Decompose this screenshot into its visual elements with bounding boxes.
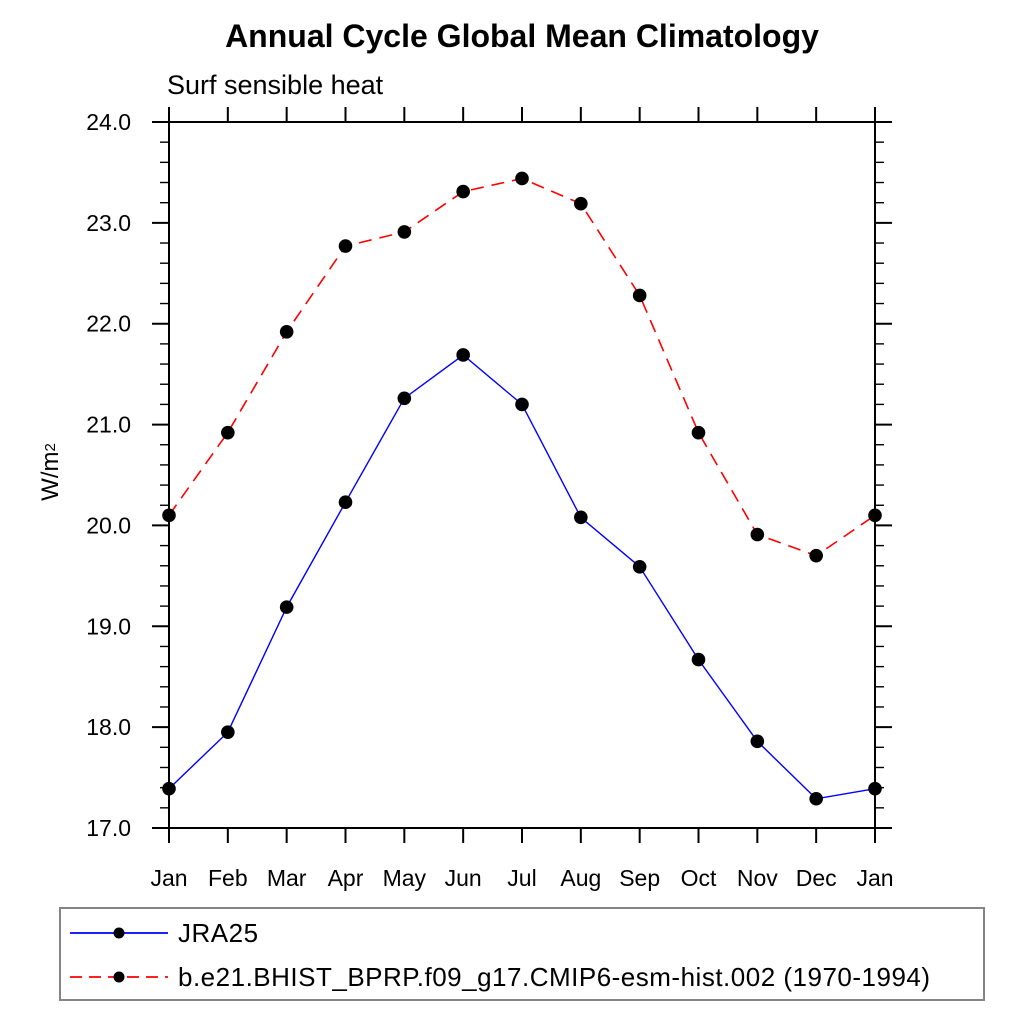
y-axis-tick-label: 18.0 (86, 714, 131, 740)
x-axis-tick-label: Feb (208, 865, 248, 891)
data-point-marker (868, 508, 882, 523)
data-point-marker (338, 239, 353, 253)
data-point-marker (221, 725, 235, 739)
y-axis-tick-label: 24.0 (86, 109, 131, 135)
series-line-0 (168, 354, 876, 800)
data-point-marker (750, 527, 765, 542)
y-axis-tick-label: 17.0 (86, 815, 131, 841)
data-point-marker (574, 196, 588, 211)
legend-line-sample (70, 927, 168, 939)
data-point-marker (632, 288, 647, 303)
data-point-marker (574, 510, 588, 525)
data-point-marker (397, 391, 412, 406)
legend-line-sample (70, 971, 168, 983)
data-point-marker (691, 652, 706, 667)
x-axis-tick-label: Nov (737, 865, 778, 891)
x-axis-tick-label: Sep (619, 865, 660, 891)
data-point-marker (750, 734, 765, 749)
data-point-marker (515, 171, 529, 186)
x-axis-tick-label: Jun (445, 865, 482, 891)
page-title: Annual Cycle Global Mean Climatology (225, 18, 819, 54)
legend: JRA25 b.e21.BHIST_BPRP.f09_g17.CMIP6-esm… (59, 907, 985, 1001)
x-axis-tick-label: Aug (560, 865, 601, 891)
data-point-marker (162, 508, 176, 523)
data-point-marker (515, 397, 529, 412)
x-axis-tick-label: Mar (267, 865, 307, 891)
data-point-marker (338, 495, 353, 510)
data-point-marker (221, 425, 235, 440)
legend-item-label: JRA25 (178, 917, 259, 948)
data-point-marker (868, 781, 882, 796)
x-axis-tick-label: Jan (856, 865, 893, 891)
data-point-marker (456, 348, 470, 362)
data-point-marker (162, 781, 176, 796)
data-point-marker (279, 324, 294, 339)
y-axis-tick-label: 19.0 (86, 613, 131, 639)
x-axis-tick-label: Apr (328, 865, 364, 891)
legend-item: JRA25 (66, 911, 983, 955)
x-axis-tick-label: Dec (796, 865, 837, 891)
data-point-marker (397, 225, 412, 239)
y-axis-tick-label: 22.0 (86, 311, 131, 337)
data-point-marker (279, 600, 294, 614)
x-axis-tick-label: May (383, 865, 427, 891)
plot-frame (168, 121, 876, 829)
x-axis-tick-label: Jul (507, 865, 536, 891)
y-axis-tick-label: 23.0 (86, 210, 131, 236)
series-line-1 (168, 177, 876, 557)
y-axis-tick-label: 20.0 (86, 512, 131, 538)
y-axis-tick-label: 21.0 (86, 412, 131, 438)
data-point-marker (632, 559, 647, 574)
data-point-marker (809, 548, 823, 563)
legend-item-label: b.e21.BHIST_BPRP.f09_g17.CMIP6-esm-hist.… (178, 961, 931, 992)
data-point-marker (456, 184, 470, 199)
legend-item: b.e21.BHIST_BPRP.f09_g17.CMIP6-esm-hist.… (66, 955, 983, 999)
x-axis-tick-label: Oct (681, 865, 717, 891)
chart-subtitle: Surf sensible heat (167, 70, 384, 100)
data-point-marker (809, 791, 823, 806)
x-axis-tick-label: Jan (150, 865, 187, 891)
data-point-marker (691, 425, 706, 440)
